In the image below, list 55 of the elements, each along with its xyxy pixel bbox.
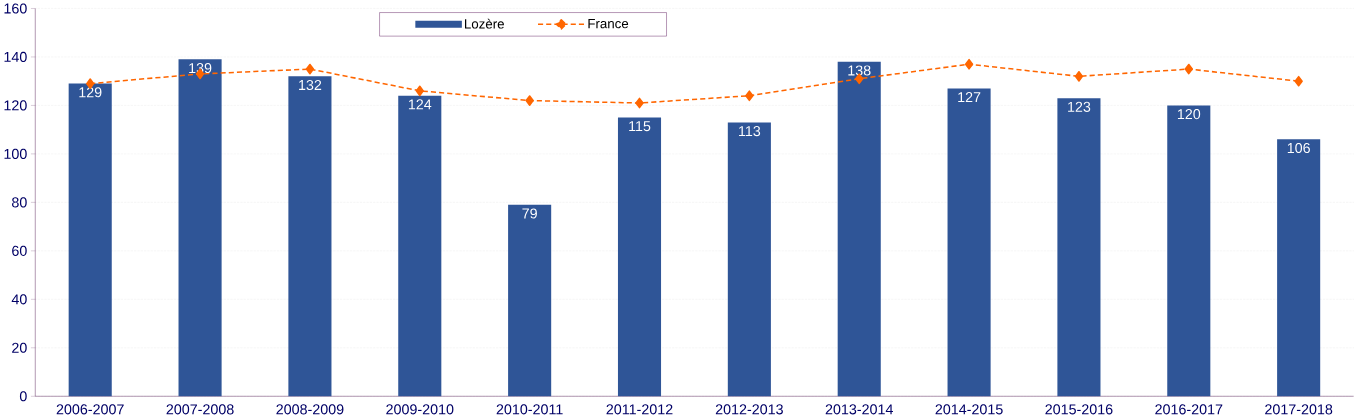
- x-tick-label: 2016-2017: [1155, 404, 1223, 415]
- y-tick-label: 160: [4, 3, 27, 14]
- x-tick-label: 2012-2013: [715, 404, 783, 415]
- x-tick-label: 2013-2014: [825, 404, 893, 415]
- bar: [1167, 105, 1211, 397]
- y-tick-label: 20: [12, 342, 27, 353]
- legend-label: France: [588, 19, 629, 29]
- bar: [178, 59, 222, 397]
- bar: [398, 95, 442, 397]
- bar: [1277, 139, 1321, 397]
- bar: [508, 204, 552, 397]
- point: [305, 63, 315, 75]
- data-label: 106: [1287, 143, 1310, 154]
- bar: [947, 88, 991, 397]
- x-tick-label: 2014-2015: [935, 404, 1003, 415]
- data-label: 79: [522, 208, 537, 219]
- data-label: 138: [848, 65, 871, 76]
- bar: [727, 122, 771, 397]
- bar: [288, 76, 332, 397]
- y-tick-label: 80: [12, 197, 27, 208]
- point: [1074, 71, 1084, 82]
- bar: [617, 117, 662, 397]
- y-tick-label: 60: [12, 245, 27, 257]
- legend-label: Lozère: [465, 18, 504, 29]
- point: [525, 95, 534, 107]
- data-label: 115: [629, 121, 651, 132]
- x-tick-label: 2009-2010: [386, 404, 454, 415]
- data-label: 132: [299, 80, 322, 91]
- y-tick-label: 100: [4, 148, 27, 160]
- point: [1184, 63, 1194, 75]
- x-tick-label: 2007-2008: [166, 404, 234, 415]
- x-tick-label: 2017-2018: [1265, 404, 1333, 415]
- x-tick-label: 2015-2016: [1045, 404, 1113, 415]
- data-label: 113: [739, 126, 761, 137]
- y-tick-label: 120: [4, 100, 27, 111]
- bar: [68, 83, 112, 397]
- data-label: 120: [1177, 109, 1201, 120]
- data-label: 129: [79, 87, 102, 98]
- x-tick-label: 2006-2007: [56, 404, 124, 415]
- point: [1294, 75, 1303, 87]
- data-label: 127: [958, 92, 981, 103]
- point: [415, 85, 424, 97]
- point: [745, 90, 754, 102]
- data-label: 124: [408, 99, 432, 110]
- y-tick-label: 140: [4, 51, 27, 63]
- point: [964, 58, 974, 70]
- bar: [837, 61, 881, 397]
- y-tick-label: 40: [11, 294, 27, 305]
- x-tick-label: 2010-2011: [496, 404, 563, 415]
- x-tick-label: 2008-2009: [276, 404, 344, 415]
- y-tick-label: 0: [19, 391, 27, 402]
- point: [635, 97, 644, 109]
- data-label: 123: [1068, 101, 1091, 113]
- x-tick-label: 2011-2012: [606, 404, 673, 415]
- bar: [1057, 98, 1101, 397]
